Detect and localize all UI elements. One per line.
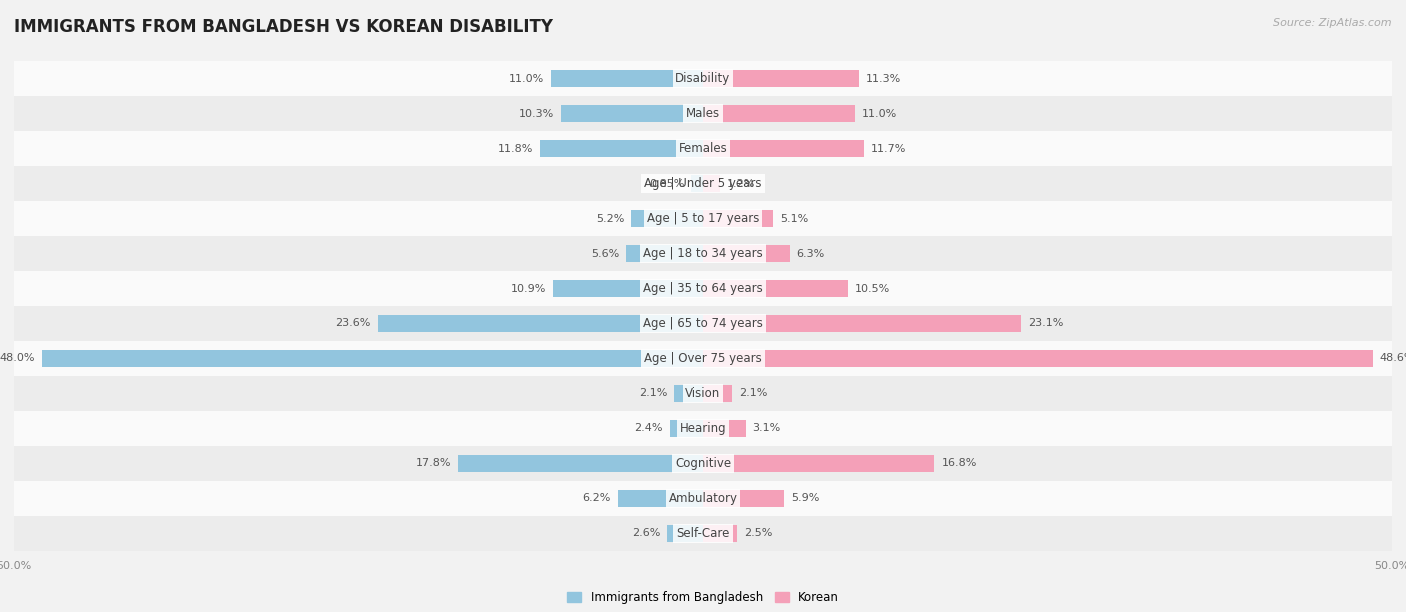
Text: 23.6%: 23.6%: [336, 318, 371, 329]
Bar: [14, 166, 1392, 201]
Bar: [378, 315, 703, 332]
Text: Disability: Disability: [675, 72, 731, 85]
Bar: [14, 516, 1392, 551]
Bar: [14, 376, 1392, 411]
Text: 5.6%: 5.6%: [591, 248, 619, 258]
Text: 11.3%: 11.3%: [866, 73, 901, 84]
Bar: [703, 315, 1021, 332]
Bar: [14, 201, 1392, 236]
Bar: [703, 524, 738, 542]
Text: Vision: Vision: [685, 387, 721, 400]
Bar: [14, 96, 1392, 131]
Text: Age | Under 5 years: Age | Under 5 years: [644, 177, 762, 190]
Bar: [14, 446, 1392, 481]
Bar: [703, 349, 1372, 367]
Text: 3.1%: 3.1%: [752, 424, 780, 433]
Bar: [703, 420, 745, 437]
Bar: [703, 210, 773, 227]
Text: 16.8%: 16.8%: [942, 458, 977, 468]
Bar: [703, 490, 785, 507]
Bar: [669, 420, 703, 437]
Text: Source: ZipAtlas.com: Source: ZipAtlas.com: [1274, 18, 1392, 28]
Bar: [14, 481, 1392, 516]
Bar: [553, 280, 703, 297]
Bar: [14, 411, 1392, 446]
Bar: [703, 70, 859, 88]
Text: 11.8%: 11.8%: [498, 144, 533, 154]
Bar: [540, 140, 703, 157]
Text: 1.2%: 1.2%: [727, 179, 755, 188]
Text: 11.7%: 11.7%: [872, 144, 907, 154]
Bar: [458, 455, 703, 472]
Bar: [703, 280, 848, 297]
Bar: [703, 175, 720, 192]
Text: 2.1%: 2.1%: [638, 389, 668, 398]
Text: 10.9%: 10.9%: [510, 283, 546, 294]
Bar: [626, 245, 703, 263]
Bar: [14, 131, 1392, 166]
Text: 6.3%: 6.3%: [797, 248, 825, 258]
Text: 2.6%: 2.6%: [631, 528, 661, 539]
Text: Age | Over 75 years: Age | Over 75 years: [644, 352, 762, 365]
Text: Age | 65 to 74 years: Age | 65 to 74 years: [643, 317, 763, 330]
Bar: [14, 236, 1392, 271]
Text: 0.85%: 0.85%: [650, 179, 685, 188]
Bar: [668, 524, 703, 542]
Bar: [551, 70, 703, 88]
Text: 5.9%: 5.9%: [792, 493, 820, 503]
Bar: [14, 271, 1392, 306]
Text: IMMIGRANTS FROM BANGLADESH VS KOREAN DISABILITY: IMMIGRANTS FROM BANGLADESH VS KOREAN DIS…: [14, 18, 553, 36]
Text: Age | 35 to 64 years: Age | 35 to 64 years: [643, 282, 763, 295]
Text: 2.5%: 2.5%: [744, 528, 773, 539]
Bar: [617, 490, 703, 507]
Text: Hearing: Hearing: [679, 422, 727, 435]
Bar: [14, 61, 1392, 96]
Text: Self-Care: Self-Care: [676, 527, 730, 540]
Bar: [692, 175, 703, 192]
Legend: Immigrants from Bangladesh, Korean: Immigrants from Bangladesh, Korean: [562, 586, 844, 608]
Text: 2.1%: 2.1%: [738, 389, 768, 398]
Text: 5.1%: 5.1%: [780, 214, 808, 223]
Bar: [703, 385, 733, 402]
Text: Age | 5 to 17 years: Age | 5 to 17 years: [647, 212, 759, 225]
Text: 23.1%: 23.1%: [1028, 318, 1063, 329]
Bar: [631, 210, 703, 227]
Text: Males: Males: [686, 107, 720, 120]
Text: Ambulatory: Ambulatory: [668, 492, 738, 505]
Text: 48.0%: 48.0%: [0, 354, 35, 364]
Bar: [673, 385, 703, 402]
Bar: [703, 455, 935, 472]
Text: 10.5%: 10.5%: [855, 283, 890, 294]
Text: Cognitive: Cognitive: [675, 457, 731, 470]
Bar: [703, 245, 790, 263]
Bar: [14, 306, 1392, 341]
Bar: [42, 349, 703, 367]
Text: 6.2%: 6.2%: [582, 493, 610, 503]
Text: 48.6%: 48.6%: [1379, 354, 1406, 364]
Text: 11.0%: 11.0%: [862, 109, 897, 119]
Bar: [703, 140, 865, 157]
Text: 10.3%: 10.3%: [519, 109, 554, 119]
Text: 17.8%: 17.8%: [415, 458, 451, 468]
Bar: [14, 341, 1392, 376]
Text: Females: Females: [679, 142, 727, 155]
Text: 2.4%: 2.4%: [634, 424, 664, 433]
Bar: [561, 105, 703, 122]
Text: 5.2%: 5.2%: [596, 214, 624, 223]
Bar: [703, 105, 855, 122]
Text: 11.0%: 11.0%: [509, 73, 544, 84]
Text: Age | 18 to 34 years: Age | 18 to 34 years: [643, 247, 763, 260]
